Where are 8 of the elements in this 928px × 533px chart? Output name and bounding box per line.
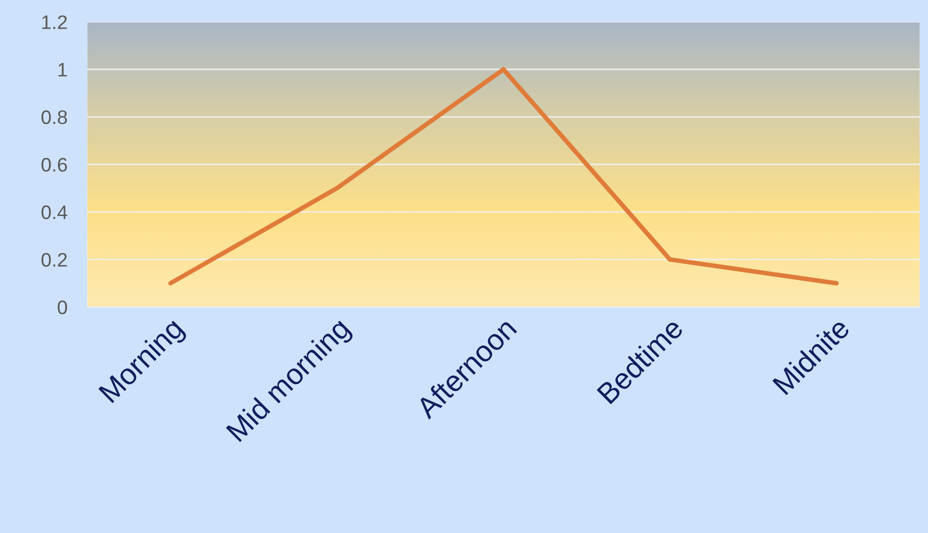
y-tick-label: 0.6 [42, 158, 67, 172]
line-series [168, 67, 839, 286]
y-tick-label: 0.2 [42, 252, 67, 267]
y-tick-label: 0.8 [42, 110, 67, 124]
y-tick-label: 1.2 [42, 15, 67, 29]
y-tick-label: 1 [58, 63, 67, 76]
y-tick-label: 0.4 [42, 205, 68, 220]
y-tick-label: 0 [58, 300, 68, 314]
